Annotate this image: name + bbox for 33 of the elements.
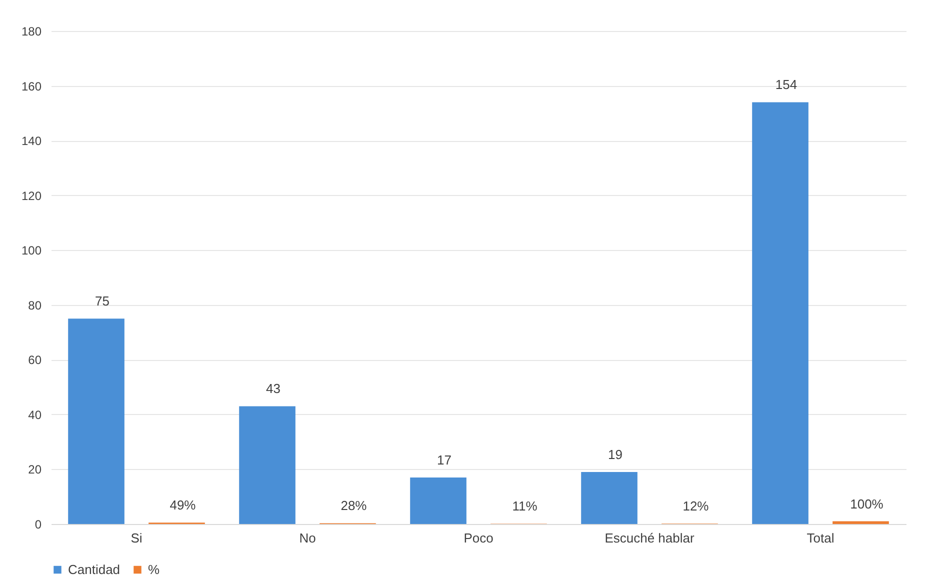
bar [752,102,808,524]
data-label: 75 [95,294,110,309]
y-tick-label: 60 [28,353,42,368]
x-tick-label: Si [130,530,142,546]
x-tick-label: Total [806,530,834,546]
y-tick-label: 120 [21,188,42,203]
data-label: 19 [608,446,622,462]
bar [68,318,124,524]
y-tick-label: 140 [21,134,42,148]
legend-label: % [148,562,160,577]
y-tick-label: 160 [21,79,42,94]
y-tick-label: 180 [21,24,42,38]
bar [410,477,466,524]
data-label: 11% [512,498,538,514]
legend-label: Cantidad [68,562,120,577]
data-label: 17 [437,452,452,468]
y-tick-label: 80 [28,298,42,312]
data-label: 49% [170,498,196,513]
bar [581,472,638,524]
data-label: 12% [682,498,710,514]
bar [239,406,296,524]
data-label: 43 [266,381,280,396]
y-tick-label: 40 [28,408,42,422]
bar [832,521,889,524]
x-tick-label: No [299,530,316,546]
x-tick-label: Poco [464,530,494,546]
data-label: 100% [850,496,884,512]
y-tick-label: 100 [21,244,42,258]
data-label: 154 [775,77,798,92]
y-tick-label: 0 [34,518,42,532]
y-tick-label: 20 [28,462,42,477]
data-label: 28% [340,498,368,514]
x-tick-label: Escuché hablar [604,530,695,546]
